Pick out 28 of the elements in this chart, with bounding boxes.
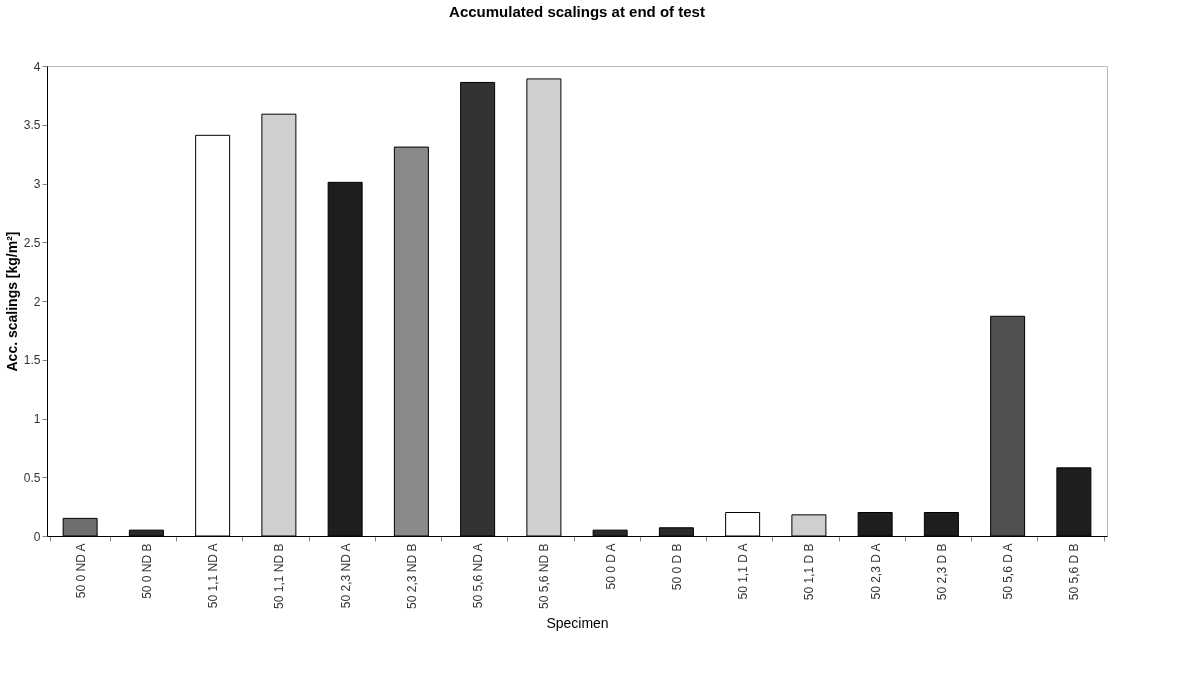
x-tick-label: 50 2,3 ND A: [338, 543, 353, 609]
y-tick-label: 4: [33, 59, 41, 74]
y-tick-label: 3: [33, 177, 41, 191]
x-tick-label: 50 1,1 D B: [802, 543, 817, 601]
x-tick-label: 50 0 ND B: [139, 543, 154, 599]
y-tick-label: 0.5: [23, 470, 41, 485]
x-tick-label: 50 0 ND A: [73, 543, 88, 599]
x-axis-title: Specimen: [546, 614, 609, 631]
x-tick-label: 50 5,6 D B: [1067, 543, 1082, 601]
y-tick-label: 3.5: [23, 118, 41, 133]
y-tick-label: 0: [33, 529, 41, 544]
y-tick-label: 2: [33, 294, 41, 309]
y-tick-label: 1.5: [23, 353, 41, 368]
x-tick-label: 50 1,1 ND A: [206, 543, 221, 609]
x-tick-label: 50 5,6 ND B: [537, 543, 552, 609]
x-tick-label: 50 2,3 D B: [934, 543, 949, 601]
x-tick-label: 50 5,6 ND A: [471, 543, 486, 609]
y-tick-label: 1: [33, 412, 41, 426]
chart-title: Accumulated scalings at end of test: [449, 3, 705, 20]
x-tick-label: 50 5,6 D A: [1001, 543, 1016, 600]
x-tick-label: 50 0 D A: [603, 543, 618, 590]
x-tick-label: 50 2,3 D A: [868, 543, 883, 600]
x-tick-label: 50 1,1 ND B: [272, 543, 287, 609]
x-tick-label: 50 2,3 ND B: [404, 543, 419, 609]
y-tick-label: 2.5: [23, 235, 41, 250]
y-axis-title: Acc. scalings [kg/m²]: [3, 231, 20, 372]
x-tick-label: 50 1,1 D A: [736, 543, 751, 600]
x-tick-label: 50 0 D B: [669, 543, 684, 591]
